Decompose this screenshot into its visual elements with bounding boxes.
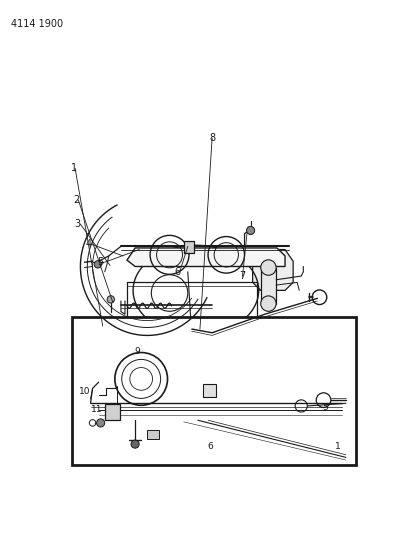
Circle shape xyxy=(261,296,276,311)
Text: 5: 5 xyxy=(98,257,104,267)
Bar xyxy=(184,241,194,253)
Circle shape xyxy=(94,261,102,268)
Bar xyxy=(72,317,356,465)
Circle shape xyxy=(246,227,255,235)
Text: 5: 5 xyxy=(323,402,328,411)
Bar xyxy=(105,405,120,420)
Bar xyxy=(203,384,216,398)
Bar xyxy=(147,430,160,439)
Text: 1: 1 xyxy=(335,442,341,451)
Text: 11: 11 xyxy=(91,405,102,414)
Circle shape xyxy=(131,440,139,448)
Polygon shape xyxy=(253,249,293,290)
Text: 10: 10 xyxy=(79,386,90,395)
Circle shape xyxy=(261,260,276,275)
Text: 4114 1900: 4114 1900 xyxy=(11,19,64,29)
Text: 1: 1 xyxy=(71,164,77,173)
Text: 4: 4 xyxy=(85,239,91,249)
Text: 8: 8 xyxy=(209,133,215,143)
Polygon shape xyxy=(127,248,285,266)
Circle shape xyxy=(97,419,105,427)
Text: 9: 9 xyxy=(134,347,140,356)
Bar xyxy=(261,268,276,304)
Circle shape xyxy=(107,296,115,303)
Text: 6: 6 xyxy=(175,267,181,277)
Text: 3: 3 xyxy=(75,219,81,229)
Text: 2: 2 xyxy=(73,195,80,205)
Text: 6: 6 xyxy=(207,442,213,451)
Text: 7: 7 xyxy=(239,271,246,281)
